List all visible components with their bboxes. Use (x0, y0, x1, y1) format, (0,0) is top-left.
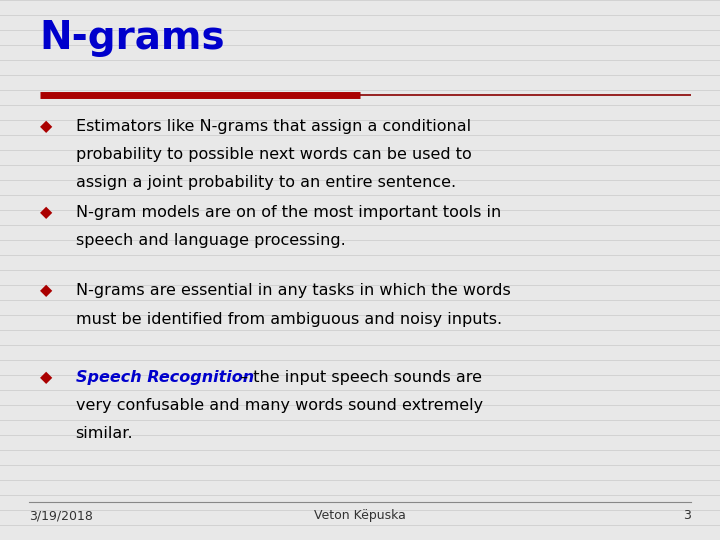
Text: speech and language processing.: speech and language processing. (76, 233, 346, 248)
Text: assign a joint probability to an entire sentence.: assign a joint probability to an entire … (76, 175, 456, 190)
Text: probability to possible next words can be used to: probability to possible next words can b… (76, 147, 472, 162)
Text: 3: 3 (683, 509, 691, 522)
Text: N-grams: N-grams (40, 19, 225, 57)
Text: ◆: ◆ (40, 119, 52, 134)
Text: Speech Recognition: Speech Recognition (76, 370, 253, 385)
Text: similar.: similar. (76, 426, 133, 441)
Text: Estimators like N-grams that assign a conditional: Estimators like N-grams that assign a co… (76, 119, 471, 134)
Text: N-gram models are on of the most important tools in: N-gram models are on of the most importa… (76, 205, 501, 220)
Text: ◆: ◆ (40, 284, 52, 299)
Text: very confusable and many words sound extremely: very confusable and many words sound ext… (76, 398, 482, 413)
Text: N-grams are essential in any tasks in which the words: N-grams are essential in any tasks in wh… (76, 284, 510, 299)
Text: Veton Këpuska: Veton Këpuska (314, 509, 406, 522)
Text: ◆: ◆ (40, 370, 52, 385)
Text: 3/19/2018: 3/19/2018 (29, 509, 93, 522)
Text: ◆: ◆ (40, 205, 52, 220)
Text: – the input speech sounds are: – the input speech sounds are (235, 370, 482, 385)
Text: must be identified from ambiguous and noisy inputs.: must be identified from ambiguous and no… (76, 312, 502, 327)
